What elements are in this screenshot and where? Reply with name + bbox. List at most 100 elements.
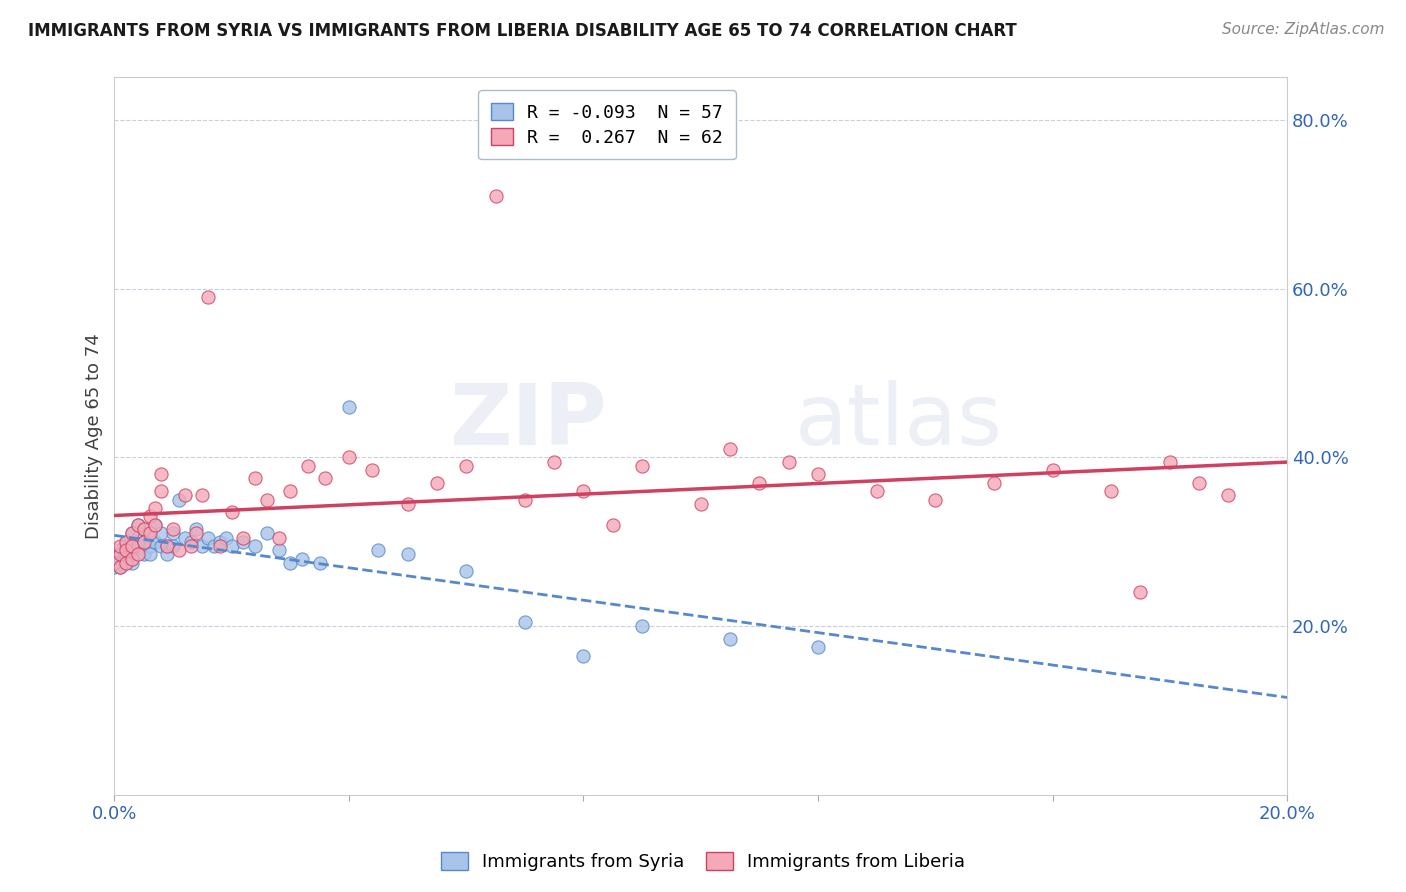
Point [145,501,167,516]
Point [110,556,132,570]
Point [983,475,1005,490]
Point [243,471,266,485]
Point [145,517,167,532]
Point [138,509,160,524]
Point [110,560,132,574]
Point [110,548,132,562]
Point [138,526,160,541]
Point [127,531,149,545]
Point [291,551,314,566]
Point [156,548,179,562]
Point [631,619,654,633]
Point [924,492,946,507]
Point [221,505,243,519]
Point [132,522,155,536]
Point [1042,463,1064,477]
Point [191,488,214,502]
Point [1159,454,1181,468]
Point [150,539,173,553]
Point [127,548,149,562]
Point [127,517,149,532]
Point [150,526,173,541]
Point [110,543,132,558]
Point [426,475,449,490]
Point [256,492,278,507]
Point [121,526,143,541]
Point [208,539,231,553]
Point [315,471,337,485]
Point [221,539,243,553]
Point [232,531,254,545]
Point [543,454,565,468]
Point [115,534,138,549]
Point [115,539,138,553]
Point [121,526,143,541]
Point [1099,484,1122,499]
Point [150,484,173,499]
Point [162,539,184,553]
Point [191,539,214,553]
Point [602,517,624,532]
Point [197,290,219,304]
Point [484,188,506,202]
Point [215,531,238,545]
Point [138,548,160,562]
Point [103,551,125,566]
Point [138,526,160,541]
Point [162,522,184,536]
Point [132,534,155,549]
Point [127,539,149,553]
Point [1129,585,1152,599]
Point [173,488,195,502]
Point [1188,475,1211,490]
Point [513,492,536,507]
Point [173,531,195,545]
Point [145,517,167,532]
Legend: R = -0.093  N = 57, R =  0.267  N = 62: R = -0.093 N = 57, R = 0.267 N = 62 [478,90,735,160]
Point [689,497,711,511]
Point [267,531,290,545]
Point [367,543,389,558]
Point [456,565,478,579]
Point [110,560,132,574]
Point [278,484,301,499]
Point [337,450,360,465]
Point [866,484,889,499]
Point [396,548,419,562]
Point [115,556,138,570]
Point [186,526,208,541]
Point [121,539,143,553]
Text: atlas: atlas [794,380,1002,464]
Point [121,551,143,566]
Text: ZIP: ZIP [449,380,607,464]
Point [572,484,595,499]
Point [121,556,143,570]
Point [807,640,830,655]
Point [167,543,190,558]
Text: IMMIGRANTS FROM SYRIA VS IMMIGRANTS FROM LIBERIA DISABILITY AGE 65 TO 74 CORRELA: IMMIGRANTS FROM SYRIA VS IMMIGRANTS FROM… [28,22,1017,40]
Point [115,534,138,549]
Point [127,517,149,532]
Point [1218,488,1240,502]
Point [278,556,301,570]
Point [208,534,231,549]
Point [115,556,138,570]
Point [138,539,160,553]
Point [256,526,278,541]
Point [337,400,360,414]
Point [103,560,125,574]
Point [167,492,190,507]
Point [297,458,319,473]
Point [180,534,202,549]
Point [631,458,654,473]
Legend: Immigrants from Syria, Immigrants from Liberia: Immigrants from Syria, Immigrants from L… [433,846,973,879]
Point [396,497,419,511]
Point [132,534,155,549]
Point [718,632,741,646]
Point [197,531,219,545]
Point [145,534,167,549]
Point [150,467,173,482]
Point [572,648,595,663]
Text: Source: ZipAtlas.com: Source: ZipAtlas.com [1222,22,1385,37]
Point [361,463,384,477]
